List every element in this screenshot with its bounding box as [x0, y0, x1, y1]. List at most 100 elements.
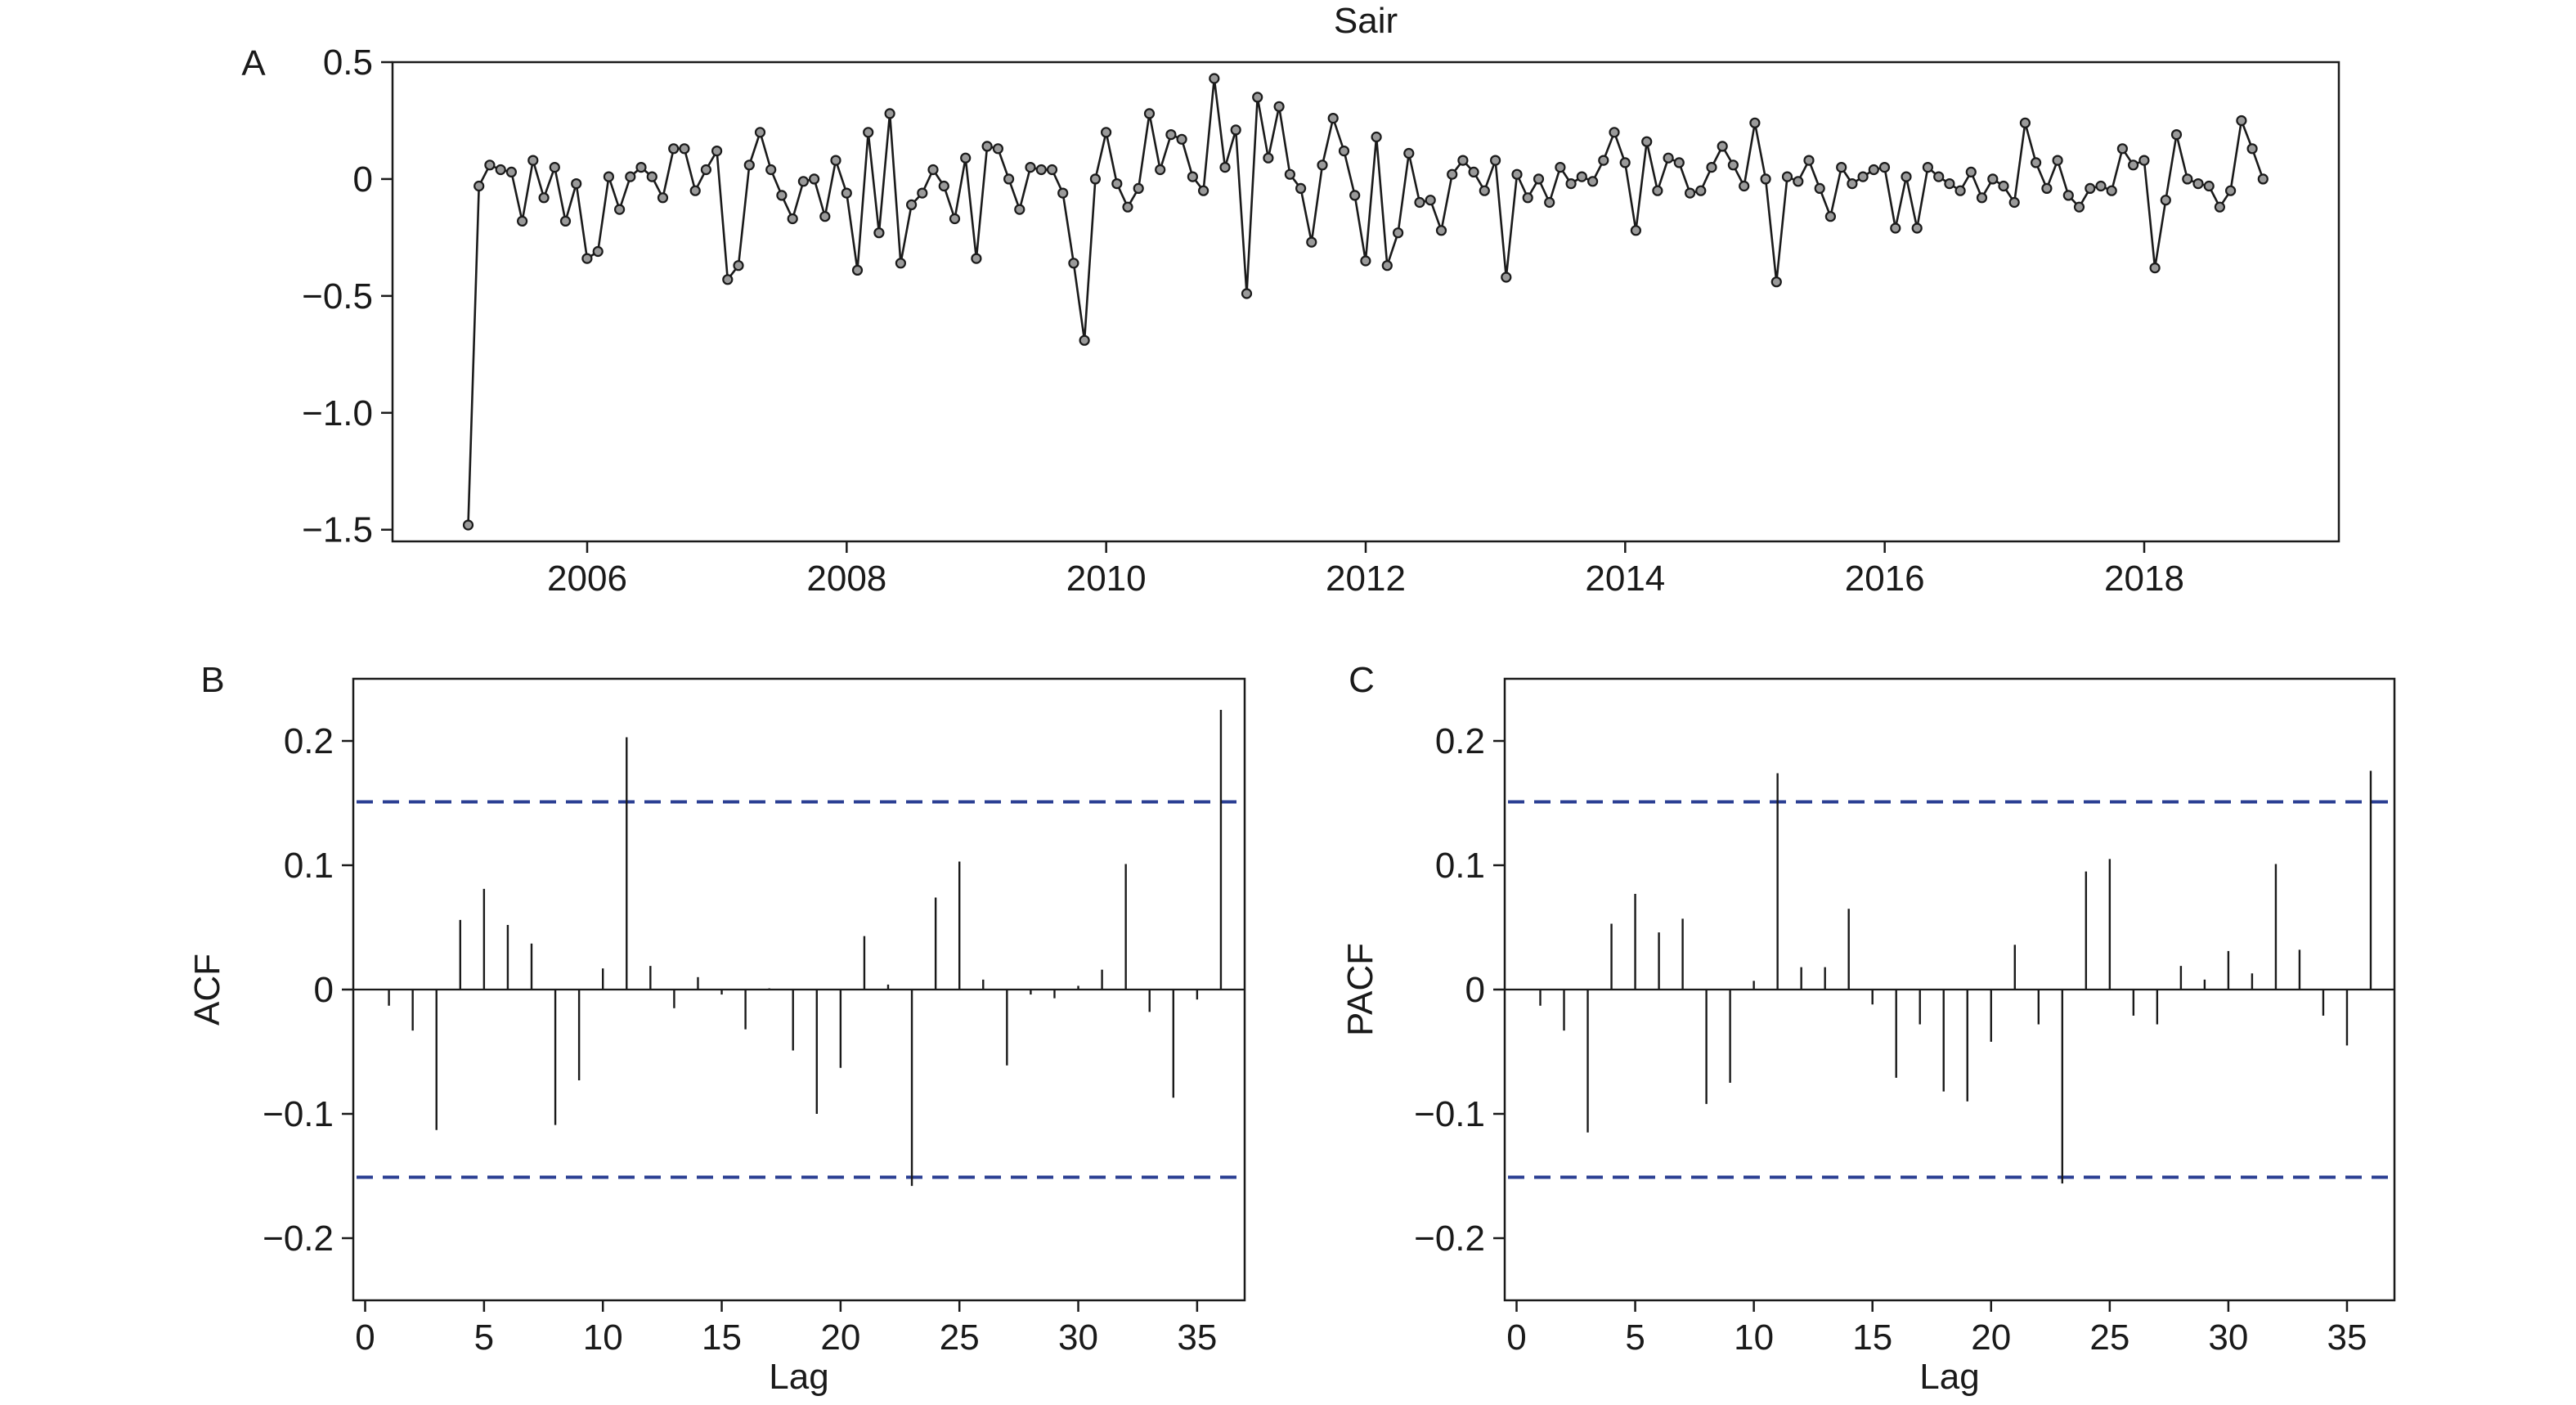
x-tick-label: 30: [1058, 1317, 1098, 1358]
data-point: [2138, 155, 2150, 166]
data-point: [1219, 162, 1231, 173]
data-point: [2225, 185, 2237, 196]
data-point: [462, 519, 474, 531]
y-tick-label: 0: [353, 159, 373, 200]
data-point: [2236, 114, 2247, 127]
data-point: [1998, 180, 2009, 192]
x-tick-label: 15: [1852, 1317, 1892, 1358]
data-point: [1652, 185, 1663, 196]
x-tick-label: 10: [1734, 1317, 1774, 1358]
data-point: [1954, 185, 1966, 196]
data-point: [1414, 196, 1425, 209]
data-point: [1739, 180, 1750, 192]
data-point: [2182, 173, 2193, 185]
data-point: [635, 162, 647, 173]
data-point: [1641, 136, 1653, 147]
data-point: [1122, 201, 1133, 213]
chart-panel-a: 0.5 0 −0.5 −1.0 −1.5 2006 2008 2010 2012 2014 2016…: [241, 1, 2340, 599]
data-point: [765, 164, 777, 176]
data-point: [1068, 258, 1079, 269]
data-point: [2128, 159, 2139, 171]
data-point: [2062, 190, 2074, 201]
x-tick-label: 2010: [1066, 559, 1147, 599]
data-point: [1760, 173, 1771, 185]
x-tick-label: 5: [474, 1317, 494, 1358]
data-point: [1706, 162, 1717, 173]
data-point: [538, 192, 550, 204]
data-point: [2008, 196, 2020, 209]
data-point: [689, 185, 701, 196]
x-tick-label: 2014: [1585, 559, 1665, 599]
data-point: [2203, 180, 2215, 192]
data-point: [1241, 288, 1253, 299]
data-point: [1987, 173, 1999, 185]
chart-title: Sair: [1334, 1, 1398, 41]
data-point: [1901, 171, 1912, 182]
data-point: [2257, 173, 2269, 185]
data-point: [863, 127, 874, 138]
data-point: [1586, 176, 1599, 187]
data-point: [1663, 152, 1674, 164]
data-point: [873, 227, 885, 239]
data-point: [516, 215, 528, 227]
data-point: [495, 164, 506, 176]
data-point: [1824, 211, 1836, 222]
data-point: [1284, 168, 1296, 180]
data-point: [776, 190, 788, 201]
data-point: [2052, 155, 2063, 166]
x-tick-label: 5: [1625, 1317, 1645, 1358]
x-tick-label: 0: [355, 1317, 375, 1358]
data-point: [1360, 255, 1371, 267]
data-point: [1911, 222, 1923, 234]
data-point: [787, 213, 798, 225]
data-point: [754, 127, 766, 138]
data-point: [2192, 178, 2204, 190]
data-point: [2041, 182, 2053, 194]
data-point: [1836, 162, 1847, 173]
x-tick-label: 2018: [2104, 559, 2184, 599]
data-point: [841, 187, 852, 199]
x-tick-label: 35: [1177, 1317, 1217, 1358]
data-point: [1035, 164, 1047, 176]
data-point: [1727, 159, 1739, 171]
y-axis-label: ACF: [187, 954, 227, 1026]
panel-label: C: [1349, 660, 1375, 700]
data-point: [1176, 133, 1187, 145]
data-point: [938, 180, 949, 192]
data-point: [1868, 164, 1879, 176]
data-point: [830, 155, 841, 166]
data-point: [1447, 168, 1458, 180]
y-tick-label: 0: [314, 970, 334, 1010]
data-point: [1630, 225, 1642, 236]
data-point: [1468, 166, 1479, 177]
data-point: [1230, 124, 1241, 136]
data-point: [1306, 236, 1317, 248]
plot-frame: [391, 61, 2340, 543]
data-point: [1327, 113, 1339, 124]
data-point: [2073, 201, 2085, 213]
data-point: [917, 187, 928, 199]
data-point: [722, 274, 734, 285]
data-point: [711, 146, 723, 157]
data-point: [819, 211, 831, 222]
data-point: [2149, 263, 2161, 274]
data-point: [1111, 178, 1123, 190]
data-point: [581, 253, 593, 264]
x-tick-label: 0: [1506, 1317, 1526, 1358]
data-point: [1003, 173, 1015, 185]
data-point: [505, 166, 518, 177]
data-point: [592, 245, 604, 258]
data-point: [1511, 168, 1523, 180]
x-tick-label: 2006: [547, 559, 627, 599]
data-point: [971, 253, 982, 264]
y-tick-label: 0.2: [1435, 721, 1485, 761]
data-point: [1057, 187, 1069, 199]
data-point: [1673, 157, 1685, 168]
data-point: [1252, 92, 1263, 103]
data-point: [1143, 108, 1156, 119]
data-point: [1878, 162, 1891, 173]
data-point: [603, 171, 615, 182]
x-axis-label: Lag: [769, 1357, 828, 1397]
data-point: [1273, 101, 1285, 112]
